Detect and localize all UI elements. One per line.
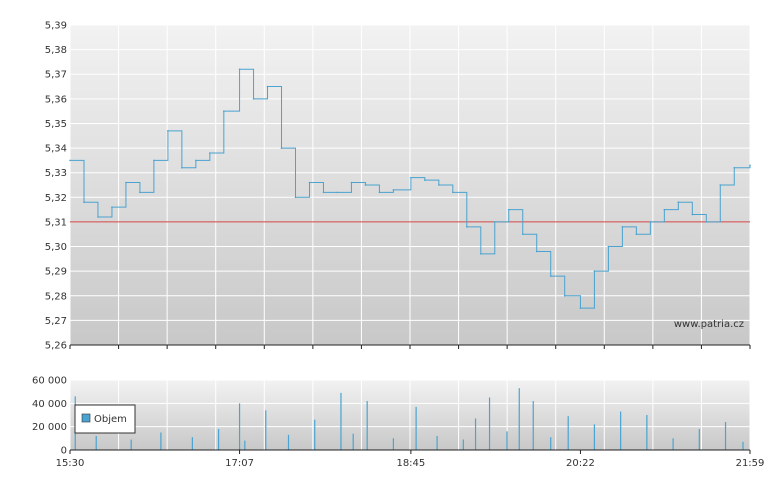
legend: Objem	[74, 404, 136, 434]
price-point	[607, 245, 610, 248]
price-point	[266, 85, 269, 88]
price-y-tick-label: 5,34	[45, 144, 67, 155]
price-y-tick-label: 5,29	[45, 267, 67, 278]
price-series-line	[70, 68, 751, 309]
price-point	[181, 166, 183, 169]
price-point	[438, 184, 440, 186]
volume-y-tick-label: 0	[61, 446, 67, 457]
price-point	[336, 191, 339, 194]
price-point	[563, 294, 566, 297]
price-point	[223, 110, 225, 112]
price-y-tick-label: 5,32	[45, 193, 67, 204]
price-y-tick-label: 5,37	[45, 70, 67, 81]
price-x-tick-marks	[69, 345, 751, 349]
price-point	[733, 166, 736, 169]
price-point	[69, 159, 71, 162]
x-tick-label: 20:22	[566, 458, 595, 469]
price-point	[378, 191, 381, 194]
watermark: www.patria.cz	[674, 319, 744, 330]
price-y-tick-label: 5,26	[45, 341, 67, 352]
price-point	[649, 221, 652, 223]
price-point	[621, 226, 624, 228]
price-y-tick-label: 5,27	[45, 316, 67, 327]
price-point	[593, 270, 596, 272]
price-y-tick-label: 5,33	[45, 168, 67, 179]
volume-x-ticks: 15:30 17:07 18:45 20:22 21:59	[56, 450, 765, 469]
price-y-tick-label: 5,35	[45, 119, 67, 130]
price-point	[294, 196, 297, 199]
price-point	[392, 189, 395, 191]
price-point	[350, 181, 353, 184]
price-point	[452, 191, 454, 194]
price-point	[153, 159, 155, 162]
price-point	[280, 147, 283, 149]
price-point	[139, 191, 141, 194]
price-point	[493, 221, 496, 223]
price-point	[719, 184, 722, 186]
price-point	[663, 208, 666, 211]
price-point	[466, 226, 468, 228]
legend-swatch	[81, 413, 91, 423]
volume-y-tick-label: 60 000	[32, 376, 67, 387]
price-point	[308, 181, 311, 184]
price-point	[705, 221, 708, 223]
x-tick-label: 21:59	[736, 458, 765, 469]
volume-y-ticks: 0 20 000 40 000 60 000	[32, 376, 67, 457]
price-y-tick-label: 5,36	[45, 94, 67, 105]
price-y-tick-label: 5,30	[45, 242, 67, 253]
price-point	[677, 201, 680, 204]
legend-label: Objem	[94, 414, 127, 425]
price-point	[125, 181, 127, 184]
price-points	[69, 68, 751, 309]
price-point	[535, 250, 538, 253]
price-point	[635, 233, 638, 236]
price-y-tick-label: 5,39	[45, 21, 67, 32]
price-point	[209, 152, 211, 154]
price-point	[322, 191, 325, 194]
x-tick-label: 15:30	[56, 458, 85, 469]
price-point	[424, 179, 426, 181]
price-point	[111, 206, 113, 208]
volume-bars	[74, 388, 744, 450]
price-point	[479, 253, 482, 255]
x-tick-label: 18:45	[396, 458, 425, 469]
price-point	[238, 68, 241, 71]
price-y-tick-label: 5,31	[45, 217, 67, 228]
price-point	[691, 213, 694, 216]
price-point	[195, 159, 197, 162]
price-point	[507, 208, 510, 211]
price-y-tick-label: 5,28	[45, 291, 67, 302]
price-point	[579, 307, 582, 309]
price-point	[521, 233, 524, 236]
volume-y-tick-label: 40 000	[32, 399, 67, 410]
volume-y-tick-label: 20 000	[32, 422, 67, 433]
price-point	[97, 216, 99, 218]
price-point	[549, 275, 552, 277]
x-tick-label: 17:07	[225, 458, 254, 469]
price-point	[410, 176, 412, 179]
price-y-ticks: 5,26 5,27 5,28 5,29 5,30 5,31 5,32 5,33 5,34 5,35…	[45, 21, 67, 352]
price-point	[749, 164, 751, 167]
price-point	[83, 201, 85, 204]
price-point	[167, 130, 169, 132]
price-y-tick-label: 5,38	[45, 45, 67, 56]
price-point	[364, 184, 367, 186]
price-point	[252, 98, 255, 100]
